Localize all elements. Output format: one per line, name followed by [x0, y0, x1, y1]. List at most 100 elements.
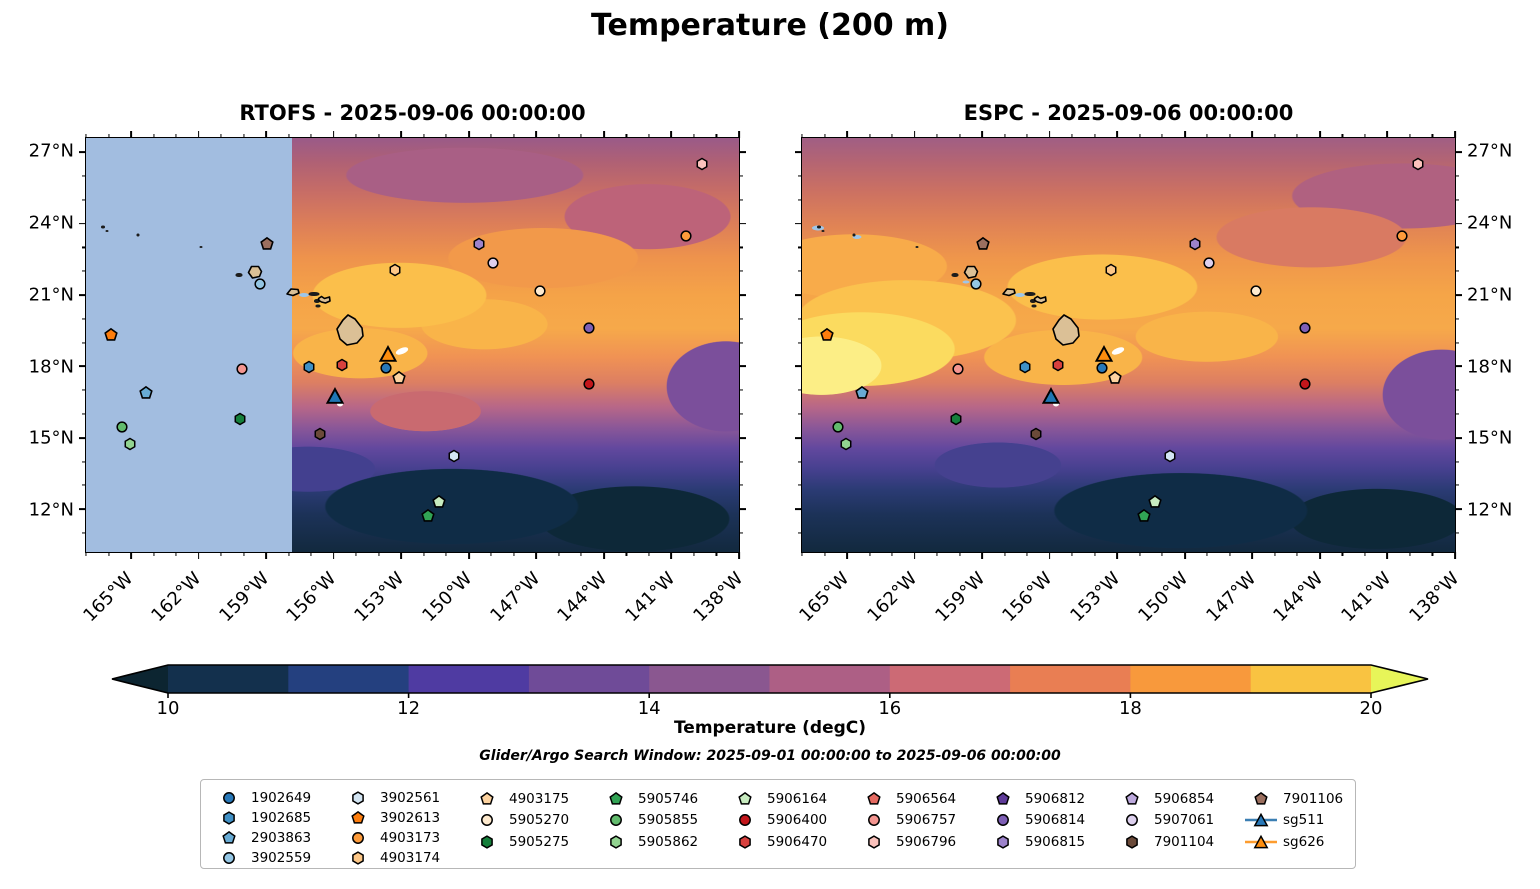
island-kahoolawe — [315, 304, 321, 308]
major-tick-lon — [1048, 131, 1051, 138]
major-tick-lat — [795, 365, 802, 368]
minor-tick-lat — [798, 389, 802, 391]
minor-tick-lon — [823, 134, 826, 138]
minor-tick-lon — [1026, 134, 1028, 138]
island-speck-nw2 — [821, 230, 825, 233]
minor-tick-lat — [1455, 484, 1459, 486]
island-lanai — [314, 299, 321, 304]
lon-tick-label: 159°W — [215, 568, 274, 627]
hexagon-marker-icon — [213, 811, 245, 825]
minor-tick-lon — [625, 552, 627, 556]
platform-marker-5905862 — [840, 438, 853, 451]
legend-entry-5905270: 5905270 — [471, 810, 600, 832]
legend-entry-5906854: 5906854 — [1116, 788, 1245, 810]
legend-label: 5905275 — [509, 833, 570, 850]
minor-tick-lat — [739, 246, 743, 248]
legend-label: 7901106 — [1283, 790, 1344, 807]
minor-tick-lon — [1229, 552, 1231, 556]
lon-tick-label: 141°W — [621, 568, 680, 627]
panel-rtofs-title: RTOFS - 2025-09-06 00:00:00 — [239, 101, 586, 125]
legend-entry-5907061: 5907061 — [1116, 810, 1245, 832]
legend-label: 5905270 — [509, 812, 570, 829]
platform-marker-3902613 — [104, 328, 118, 342]
platform-marker-1902649 — [379, 361, 392, 374]
minor-tick-lon — [1004, 134, 1006, 138]
minor-tick-lon — [1161, 552, 1163, 556]
minor-tick-lat — [82, 461, 86, 463]
legend-label: 1902649 — [251, 790, 312, 806]
major-tick-lon — [1318, 131, 1321, 138]
lon-tick-label: 156°W — [998, 568, 1057, 627]
platform-marker-1902685 — [1019, 360, 1032, 373]
circle-marker-icon — [213, 851, 245, 865]
major-tick-lon — [535, 131, 538, 138]
platform-marker-5905270 — [1250, 284, 1263, 297]
legend-label: 4903174 — [380, 850, 441, 866]
lat-tick-label: 21°N — [28, 284, 74, 306]
hexagon-marker-icon — [987, 834, 1019, 849]
major-tick-lon — [913, 131, 916, 138]
minor-tick-lon — [1004, 552, 1006, 556]
lon-tick-label: 153°W — [1066, 568, 1125, 627]
island-speck-nw3 — [852, 233, 856, 237]
legend-entry-sg511: sg511 — [1245, 810, 1374, 832]
minor-tick-lon — [1229, 134, 1231, 138]
lon-tick-label: 156°W — [282, 568, 341, 627]
pentagon-marker-icon — [729, 791, 761, 806]
major-tick-lat — [795, 508, 802, 511]
legend-entry-5906757: 5906757 — [858, 810, 987, 832]
major-tick-lat — [1455, 294, 1462, 296]
platform-marker-5905275 — [233, 413, 246, 426]
lon-tick-label: 159°W — [931, 568, 990, 627]
major-tick-lon — [602, 552, 605, 559]
minor-tick-lat — [739, 270, 743, 272]
pentagon-marker-icon — [471, 791, 503, 806]
lon-tick-label: 141°W — [1337, 568, 1396, 627]
colorbar-tick-label: 12 — [397, 698, 421, 719]
minor-tick-lat — [82, 413, 86, 415]
major-tick-lat — [1455, 508, 1462, 511]
major-tick-lat — [79, 222, 86, 225]
legend-entry-4903173: 4903173 — [342, 828, 471, 848]
island-kauai — [964, 266, 979, 280]
major-tick-lon — [130, 552, 132, 559]
circle-marker-icon — [858, 813, 890, 827]
legend-label: 5906400 — [767, 812, 828, 829]
legend-label: 5906812 — [1025, 790, 1086, 807]
major-tick-lat — [79, 151, 86, 154]
platform-marker-5906757 — [952, 362, 965, 375]
legend-column: 5906812 5906814 5906815 — [987, 788, 1116, 868]
minor-tick-lon — [1409, 552, 1411, 556]
minor-tick-lat — [798, 461, 802, 463]
legend-label: 3902559 — [251, 850, 312, 866]
minor-tick-lat — [1455, 461, 1459, 463]
platform-marker-5906470 — [336, 358, 349, 371]
minor-tick-lon — [423, 134, 425, 138]
island-hawaii — [1051, 313, 1081, 346]
lon-tick-label: 162°W — [147, 568, 206, 627]
colorbar-tick-label: 18 — [1118, 698, 1142, 719]
colorbar-tick-label: 20 — [1359, 698, 1383, 719]
minor-tick-lat — [1455, 318, 1459, 320]
shallow-water-patch — [962, 280, 970, 284]
legend-label: 5906564 — [896, 790, 957, 807]
platform-marker-5906814 — [582, 321, 595, 334]
minor-tick-lon — [490, 552, 492, 556]
legend-entry-7901104: 7901104 — [1116, 831, 1245, 853]
lon-tick-label: 147°W — [1202, 568, 1261, 627]
minor-tick-lon — [869, 134, 871, 138]
minor-tick-lat — [1455, 389, 1459, 391]
minor-tick-lon — [558, 552, 560, 556]
island-speck-nw2 — [105, 230, 109, 233]
major-tick-lon — [467, 131, 470, 138]
lat-tick-label: 12°N — [1467, 499, 1513, 521]
major-tick-lon — [1183, 552, 1186, 559]
legend-label: 5906164 — [767, 790, 828, 807]
platform-marker-7901104 — [314, 428, 327, 441]
major-tick-lon — [467, 552, 470, 559]
pentagon-marker-icon — [213, 830, 245, 845]
platform-marker-5906164 — [1147, 495, 1162, 509]
island-niihau — [951, 273, 959, 278]
major-tick-lat — [1455, 436, 1462, 439]
legend-label: 3902613 — [380, 810, 441, 826]
